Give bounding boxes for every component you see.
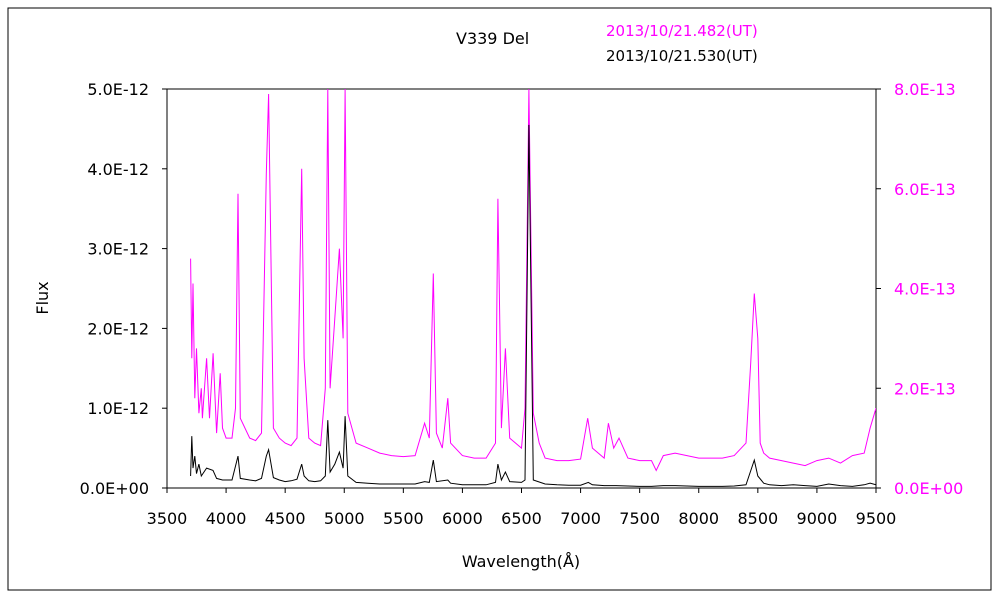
y-left-tick-label: 4.0E-12 xyxy=(87,160,149,179)
y-left-axis-ticks: 0.0E+00 1.0E-12 2.0E-12 3.0E-12 4.0E-12 5.0E-… xyxy=(80,80,167,498)
x-tick-label: 6500 xyxy=(501,509,542,528)
y-left-tick-label: 2.0E-12 xyxy=(87,319,149,338)
legend-series-2: 2013/10/21.530(UT) xyxy=(606,47,758,65)
x-tick-label: 8500 xyxy=(737,509,778,528)
x-tick-label: 8000 xyxy=(678,509,719,528)
x-tick-label: 9000 xyxy=(797,509,838,528)
x-tick-label: 7000 xyxy=(560,509,601,528)
y-left-tick-label: 1.0E-12 xyxy=(87,399,149,418)
y-left-tick-label: 5.0E-12 xyxy=(87,80,149,99)
series-line-1 xyxy=(190,89,876,472)
x-tick-label: 6000 xyxy=(442,509,483,528)
y-right-tick-label: 0.0E+00 xyxy=(894,479,963,498)
x-tick-label: 5000 xyxy=(324,509,365,528)
x-tick-label: 5500 xyxy=(383,509,424,528)
series-layer xyxy=(190,89,876,487)
x-axis-label: Wavelength(Å) xyxy=(462,552,580,571)
y-axis-label: Flux xyxy=(33,281,52,314)
y-right-tick-label: 8.0E-13 xyxy=(894,80,956,99)
y-left-tick-label: 3.0E-12 xyxy=(87,240,149,259)
y-right-axis-ticks: 0.0E+00 2.0E-13 4.0E-13 6.0E-13 8.0E-13 xyxy=(876,80,963,498)
x-tick-label: 9500 xyxy=(856,509,897,528)
series-line-2 xyxy=(190,124,876,487)
x-tick-label: 3500 xyxy=(147,509,188,528)
y-right-tick-label: 6.0E-13 xyxy=(894,180,956,199)
x-tick-label: 4000 xyxy=(206,509,247,528)
x-axis-ticks: 3500 4000 4500 5000 5500 6000 6500 7000 7500 8000… xyxy=(147,488,897,528)
y-right-tick-label: 2.0E-13 xyxy=(894,379,956,398)
legend-series-1: 2013/10/21.482(UT) xyxy=(606,22,758,40)
x-tick-label: 4500 xyxy=(265,509,306,528)
plot-area xyxy=(166,88,877,489)
y-left-tick-label: 0.0E+00 xyxy=(80,479,149,498)
x-tick-label: 7500 xyxy=(619,509,660,528)
y-right-tick-label: 4.0E-13 xyxy=(894,280,956,299)
chart-title: V339 Del xyxy=(456,29,529,48)
